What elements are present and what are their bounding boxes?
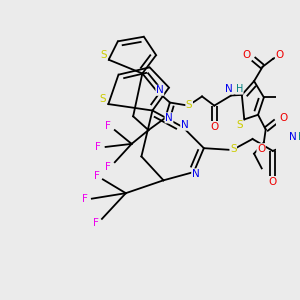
Text: F: F	[94, 171, 100, 181]
Text: F: F	[94, 218, 99, 227]
Text: O: O	[275, 50, 284, 60]
Text: S: S	[236, 120, 243, 130]
Text: N: N	[181, 120, 188, 130]
Text: O: O	[243, 50, 251, 60]
Text: N: N	[192, 169, 200, 179]
Text: F: F	[82, 194, 88, 204]
Text: O: O	[210, 122, 218, 132]
Text: S: S	[230, 144, 237, 154]
Text: F: F	[105, 121, 111, 130]
Text: S: S	[101, 50, 107, 60]
Text: F: F	[105, 162, 111, 172]
Text: S: S	[100, 94, 106, 103]
Text: O: O	[268, 177, 277, 187]
Text: O: O	[279, 112, 288, 123]
Text: H: H	[236, 84, 243, 94]
Text: F: F	[95, 142, 101, 152]
Text: N: N	[156, 85, 164, 95]
Text: N: N	[225, 84, 233, 94]
Text: N: N	[289, 132, 297, 142]
Text: H: H	[298, 132, 300, 142]
Text: S: S	[186, 100, 193, 110]
Text: O: O	[257, 144, 265, 154]
Text: N: N	[165, 113, 173, 123]
